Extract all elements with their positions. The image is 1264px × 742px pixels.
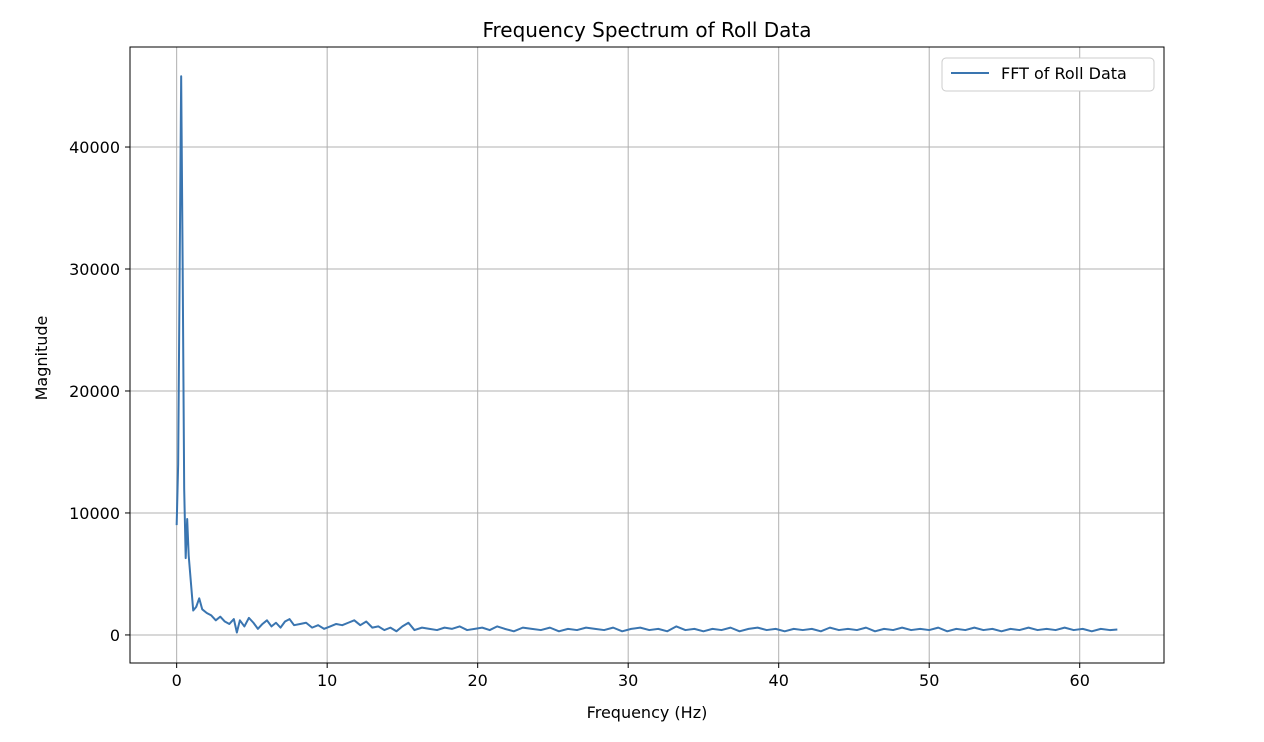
series-layer [175, 75, 1118, 634]
grid-layer [130, 47, 1164, 663]
y-tick-label: 10000 [69, 504, 120, 523]
x-tick-label: 20 [467, 671, 487, 690]
x-tick-label: 50 [919, 671, 939, 690]
y-axis-label: Magnitude [32, 316, 51, 401]
y-tick-label: 40000 [69, 138, 120, 157]
series-line-fft-of-roll-data [175, 75, 1118, 634]
x-tick-label: 40 [769, 671, 789, 690]
ticks-layer: 0 10 20 30 40 50 60 0 10000 20000 30000 40000 [69, 138, 1090, 690]
x-tick-label: 0 [172, 671, 182, 690]
chart-title: Frequency Spectrum of Roll Data [482, 18, 811, 42]
y-tick-label: 20000 [69, 382, 120, 401]
y-tick-label: 0 [110, 626, 120, 645]
legend: FFT of Roll Data [941, 57, 1155, 92]
y-tick-label: 30000 [69, 260, 120, 279]
x-tick-label: 30 [618, 671, 638, 690]
legend-box [941, 57, 1155, 92]
legend-entry-label: FFT of Roll Data [1001, 64, 1127, 83]
plot-area-frame [129, 46, 1165, 664]
x-tick-label: 10 [317, 671, 337, 690]
x-tick-label: 60 [1070, 671, 1090, 690]
x-axis-label: Frequency (Hz) [587, 703, 708, 722]
